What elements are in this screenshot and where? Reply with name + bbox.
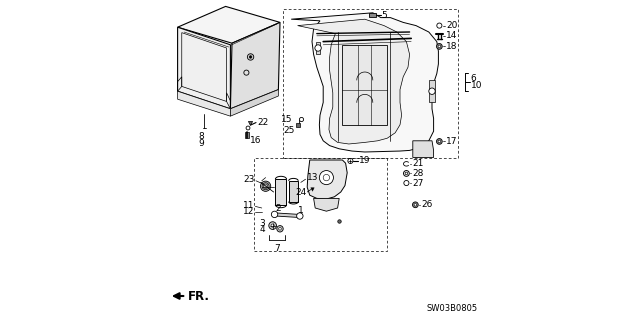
Text: 16: 16 [250,136,261,145]
Polygon shape [178,27,230,109]
Polygon shape [307,160,347,199]
Text: 17: 17 [447,137,458,146]
Text: 23: 23 [244,175,255,184]
Circle shape [277,226,283,232]
Text: 14: 14 [447,31,458,40]
Polygon shape [230,90,278,116]
Text: 13: 13 [307,173,318,182]
Circle shape [436,44,442,49]
Polygon shape [230,22,280,109]
Text: 19: 19 [359,156,370,165]
Polygon shape [178,6,280,43]
Circle shape [271,224,275,227]
Text: 6: 6 [471,74,476,83]
Text: 27: 27 [413,179,424,188]
Polygon shape [413,141,434,157]
Circle shape [438,140,440,143]
Text: FR.: FR. [188,290,210,302]
Text: 3: 3 [259,219,265,228]
Circle shape [271,211,278,218]
Text: 1: 1 [298,206,304,215]
Text: 20: 20 [447,21,458,30]
Bar [289,181,298,202]
Bar [246,132,248,138]
Circle shape [315,45,321,51]
Text: 2: 2 [276,204,282,213]
Text: 5: 5 [381,11,387,20]
Bar [283,9,458,158]
Bar [369,13,376,17]
Text: 11: 11 [243,201,255,210]
Text: 4: 4 [259,225,265,234]
Text: 22: 22 [257,118,268,127]
Circle shape [436,139,442,144]
Polygon shape [314,198,339,211]
Text: 24: 24 [295,188,307,197]
Circle shape [260,181,271,191]
Polygon shape [291,13,438,152]
Text: 25: 25 [283,126,294,135]
Circle shape [413,202,419,208]
Circle shape [429,88,435,94]
Text: 21: 21 [413,159,424,168]
Bar [275,179,287,205]
Polygon shape [429,80,435,102]
Text: 26: 26 [422,200,433,209]
Circle shape [250,56,252,58]
Text: SW03B0805: SW03B0805 [426,304,477,313]
Text: 9: 9 [198,139,204,148]
Text: 7: 7 [274,244,280,253]
Circle shape [414,204,417,206]
Text: 10: 10 [471,81,482,90]
Circle shape [248,54,253,60]
Polygon shape [316,42,320,54]
Polygon shape [178,91,230,116]
Text: 8: 8 [198,132,204,141]
Text: 18: 18 [447,42,458,51]
Polygon shape [298,19,410,144]
Polygon shape [274,213,301,218]
Text: 12: 12 [243,207,255,216]
Bar [254,158,387,251]
Circle shape [297,213,303,219]
Circle shape [269,222,276,229]
Text: 15: 15 [282,115,292,124]
Circle shape [319,171,333,185]
Circle shape [279,228,282,230]
Text: 28: 28 [413,169,424,178]
Bar [342,45,387,125]
Circle shape [438,45,440,48]
